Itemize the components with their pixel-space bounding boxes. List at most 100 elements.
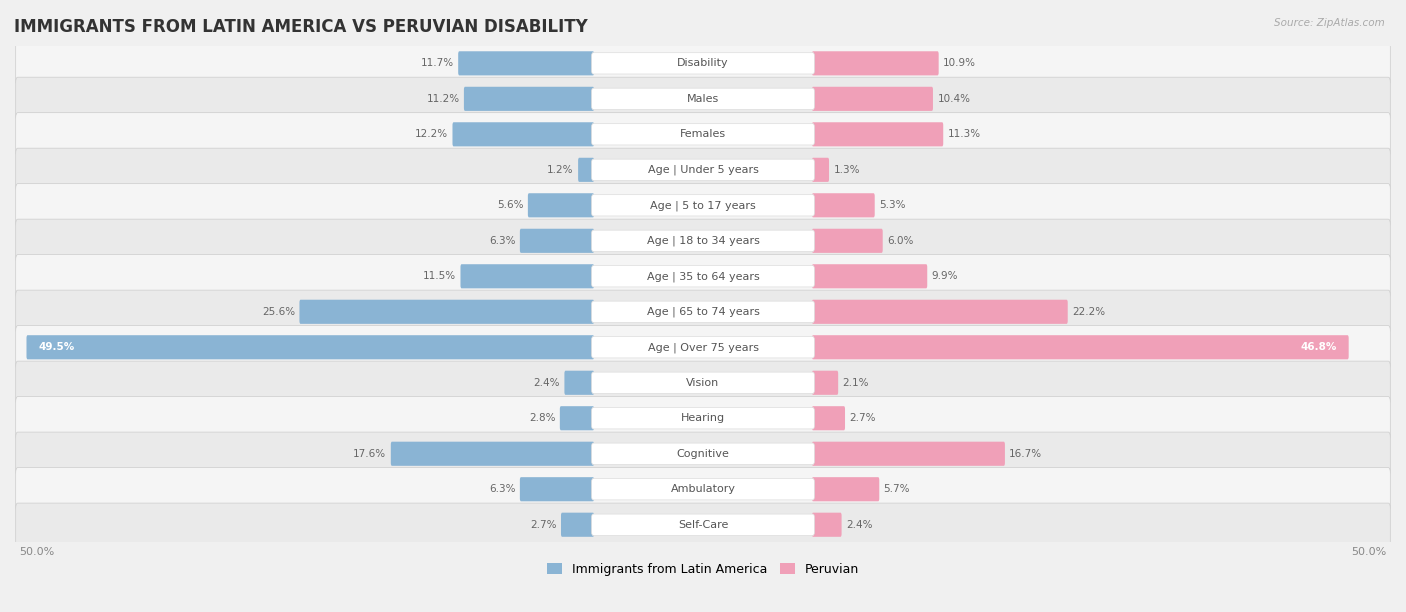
FancyBboxPatch shape — [813, 371, 838, 395]
Text: 11.3%: 11.3% — [948, 129, 981, 140]
Text: Age | Over 75 years: Age | Over 75 years — [648, 342, 758, 353]
FancyBboxPatch shape — [453, 122, 593, 146]
FancyBboxPatch shape — [527, 193, 593, 217]
FancyBboxPatch shape — [15, 77, 1391, 121]
FancyBboxPatch shape — [461, 264, 593, 288]
FancyBboxPatch shape — [813, 442, 1005, 466]
Text: 5.6%: 5.6% — [496, 200, 523, 211]
Text: 25.6%: 25.6% — [262, 307, 295, 317]
FancyBboxPatch shape — [15, 255, 1391, 298]
Text: 1.3%: 1.3% — [834, 165, 860, 175]
FancyBboxPatch shape — [27, 335, 593, 359]
FancyBboxPatch shape — [813, 158, 830, 182]
FancyBboxPatch shape — [592, 124, 814, 145]
FancyBboxPatch shape — [520, 477, 593, 501]
Legend: Immigrants from Latin America, Peruvian: Immigrants from Latin America, Peruvian — [541, 558, 865, 581]
FancyBboxPatch shape — [592, 514, 814, 536]
Text: Age | 35 to 64 years: Age | 35 to 64 years — [647, 271, 759, 282]
FancyBboxPatch shape — [15, 148, 1391, 192]
Text: 49.5%: 49.5% — [38, 342, 75, 353]
FancyBboxPatch shape — [592, 443, 814, 465]
FancyBboxPatch shape — [15, 397, 1391, 440]
FancyBboxPatch shape — [813, 193, 875, 217]
FancyBboxPatch shape — [520, 229, 593, 253]
Text: 6.0%: 6.0% — [887, 236, 914, 246]
Text: 10.4%: 10.4% — [938, 94, 970, 104]
FancyBboxPatch shape — [813, 300, 1067, 324]
FancyBboxPatch shape — [15, 326, 1391, 369]
FancyBboxPatch shape — [592, 195, 814, 216]
FancyBboxPatch shape — [564, 371, 593, 395]
FancyBboxPatch shape — [592, 53, 814, 74]
Text: Source: ZipAtlas.com: Source: ZipAtlas.com — [1274, 18, 1385, 28]
Text: Age | Under 5 years: Age | Under 5 years — [648, 165, 758, 175]
Text: 2.8%: 2.8% — [529, 413, 555, 424]
FancyBboxPatch shape — [813, 406, 845, 430]
Text: 5.7%: 5.7% — [884, 484, 910, 494]
Text: 50.0%: 50.0% — [20, 547, 55, 557]
FancyBboxPatch shape — [592, 479, 814, 500]
FancyBboxPatch shape — [560, 406, 593, 430]
FancyBboxPatch shape — [592, 88, 814, 110]
Text: 11.7%: 11.7% — [420, 58, 454, 69]
Text: 10.9%: 10.9% — [943, 58, 976, 69]
FancyBboxPatch shape — [813, 87, 934, 111]
Text: 11.2%: 11.2% — [426, 94, 460, 104]
Text: Hearing: Hearing — [681, 413, 725, 424]
FancyBboxPatch shape — [813, 264, 927, 288]
Text: 46.8%: 46.8% — [1301, 342, 1337, 353]
FancyBboxPatch shape — [15, 432, 1391, 476]
Text: 2.7%: 2.7% — [530, 520, 557, 530]
Text: Ambulatory: Ambulatory — [671, 484, 735, 494]
FancyBboxPatch shape — [813, 335, 1348, 359]
Text: Self-Care: Self-Care — [678, 520, 728, 530]
FancyBboxPatch shape — [458, 51, 593, 75]
FancyBboxPatch shape — [578, 158, 593, 182]
Text: 5.3%: 5.3% — [879, 200, 905, 211]
Text: 1.2%: 1.2% — [547, 165, 574, 175]
Text: Females: Females — [681, 129, 725, 140]
Text: Age | 18 to 34 years: Age | 18 to 34 years — [647, 236, 759, 246]
FancyBboxPatch shape — [15, 184, 1391, 227]
FancyBboxPatch shape — [592, 337, 814, 358]
FancyBboxPatch shape — [15, 113, 1391, 156]
FancyBboxPatch shape — [15, 361, 1391, 405]
FancyBboxPatch shape — [592, 372, 814, 394]
Text: 6.3%: 6.3% — [489, 236, 516, 246]
Text: Cognitive: Cognitive — [676, 449, 730, 459]
FancyBboxPatch shape — [15, 42, 1391, 85]
Text: Vision: Vision — [686, 378, 720, 388]
FancyBboxPatch shape — [15, 503, 1391, 547]
FancyBboxPatch shape — [592, 230, 814, 252]
FancyBboxPatch shape — [592, 301, 814, 323]
FancyBboxPatch shape — [813, 51, 939, 75]
FancyBboxPatch shape — [592, 408, 814, 429]
FancyBboxPatch shape — [813, 477, 879, 501]
Text: Males: Males — [688, 94, 718, 104]
Text: 2.4%: 2.4% — [533, 378, 560, 388]
Text: 50.0%: 50.0% — [1351, 547, 1386, 557]
FancyBboxPatch shape — [592, 159, 814, 181]
FancyBboxPatch shape — [391, 442, 593, 466]
Text: IMMIGRANTS FROM LATIN AMERICA VS PERUVIAN DISABILITY: IMMIGRANTS FROM LATIN AMERICA VS PERUVIA… — [14, 18, 588, 36]
FancyBboxPatch shape — [15, 468, 1391, 511]
FancyBboxPatch shape — [15, 290, 1391, 334]
Text: 12.2%: 12.2% — [415, 129, 449, 140]
Text: 2.7%: 2.7% — [849, 413, 876, 424]
Text: 2.1%: 2.1% — [842, 378, 869, 388]
Text: 16.7%: 16.7% — [1010, 449, 1042, 459]
Text: 6.3%: 6.3% — [489, 484, 516, 494]
FancyBboxPatch shape — [813, 122, 943, 146]
Text: Age | 65 to 74 years: Age | 65 to 74 years — [647, 307, 759, 317]
Text: 22.2%: 22.2% — [1073, 307, 1105, 317]
FancyBboxPatch shape — [561, 513, 593, 537]
FancyBboxPatch shape — [464, 87, 593, 111]
FancyBboxPatch shape — [592, 266, 814, 287]
Text: 9.9%: 9.9% — [932, 271, 957, 282]
FancyBboxPatch shape — [299, 300, 593, 324]
FancyBboxPatch shape — [813, 229, 883, 253]
Text: Disability: Disability — [678, 58, 728, 69]
FancyBboxPatch shape — [813, 513, 842, 537]
Text: 2.4%: 2.4% — [846, 520, 873, 530]
Text: Age | 5 to 17 years: Age | 5 to 17 years — [650, 200, 756, 211]
